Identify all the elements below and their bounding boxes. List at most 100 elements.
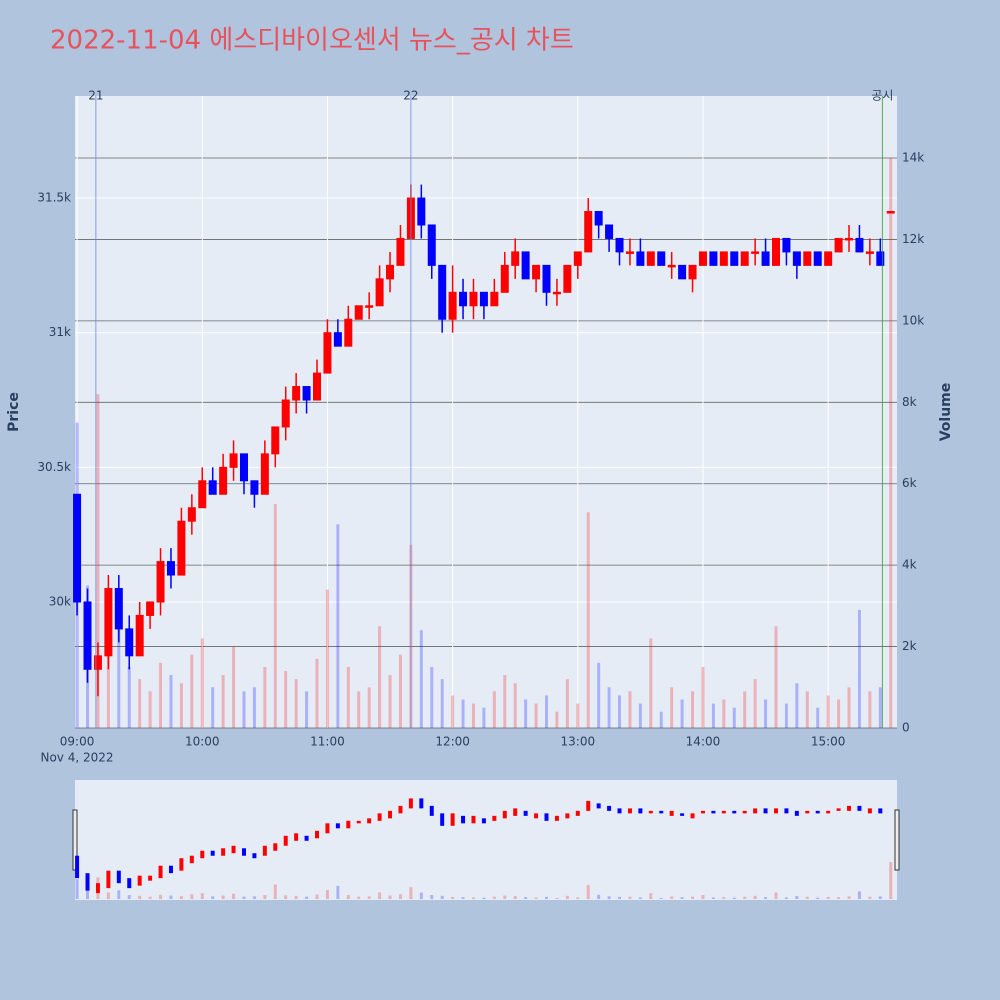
y-tick-label: 31.5k [37, 191, 71, 205]
volume-bar [649, 638, 653, 728]
candle-body [135, 614, 144, 657]
candle-body [532, 264, 541, 280]
volume-bar [857, 609, 861, 728]
volume-bar [106, 626, 110, 728]
candle-body [667, 264, 676, 268]
volume-bar [367, 687, 371, 728]
volume-bar [586, 512, 590, 728]
y2-tick-label: 4k [902, 558, 917, 572]
slider-volume-bar [545, 896, 549, 899]
candle-body [865, 251, 874, 254]
slider-volume-bar [732, 897, 736, 899]
candle-body [876, 251, 885, 266]
slider-volume-bar [555, 897, 559, 899]
volume-bar [868, 691, 872, 728]
volume-bar [159, 662, 163, 728]
candle-body [427, 224, 436, 266]
slider-volume-bar [889, 862, 893, 899]
candle-body [187, 507, 196, 522]
volume-bar [148, 691, 152, 728]
slider-volume-bar [691, 896, 695, 899]
y2-tick-label: 0 [902, 721, 910, 735]
slider-volume-bar [211, 896, 215, 899]
candle-body [459, 291, 468, 307]
plot-area [75, 96, 897, 728]
volume-bar [252, 687, 256, 728]
slider-volume-bar [273, 884, 277, 899]
candle-body [83, 601, 92, 670]
slider-volume-bar [221, 895, 225, 899]
slider-volume-bar [868, 896, 872, 899]
slider-volume-bar [513, 896, 517, 899]
candle-body [511, 251, 520, 266]
slider-volume-bar [336, 885, 340, 899]
slider-volume-bar [638, 897, 642, 899]
candle-body [302, 386, 311, 401]
candle-body [396, 237, 405, 266]
candle-body [177, 520, 186, 576]
slider-volume-bar [263, 895, 267, 899]
candle-body [886, 211, 895, 214]
candle-body [260, 453, 269, 495]
candle-body [93, 655, 102, 670]
volume-bar [743, 691, 747, 728]
candle-body [229, 453, 238, 468]
slider-volume-bar [305, 896, 309, 899]
candle-body [239, 453, 248, 482]
candle-body [803, 251, 812, 266]
volume-bar [878, 687, 882, 728]
candle-body [782, 237, 791, 253]
range-slider[interactable] [75, 780, 897, 900]
slider-volume-bar [784, 897, 788, 899]
candle-body [751, 251, 760, 254]
slider-volume-bar [670, 896, 674, 899]
candle-body [719, 251, 728, 266]
x-date-label: Nov 4, 2022 [40, 751, 113, 765]
y-tick-label: 30k [49, 594, 71, 608]
candle-body [208, 480, 217, 495]
candle-body [313, 372, 322, 401]
candle-body [761, 251, 770, 266]
y2-tick-label: 10k [902, 313, 924, 327]
candle-body [740, 251, 749, 266]
candle-body [698, 251, 707, 266]
volume-bar [440, 679, 444, 728]
x-tick-label: 15:00 [811, 735, 846, 749]
candle-body [166, 561, 175, 576]
slider-volume-bar [357, 896, 361, 899]
slider-volume-bar [179, 896, 183, 899]
candle-body [584, 211, 593, 253]
slider-volume-bar [837, 897, 841, 899]
volume-bar [513, 683, 517, 728]
candle-body [333, 332, 342, 347]
candle-body [125, 628, 134, 657]
slider-handle[interactable] [894, 809, 900, 871]
slider-volume-bar [701, 895, 705, 899]
volume-bar [346, 666, 350, 728]
candle-body [646, 251, 655, 266]
x-tick-label: 13:00 [561, 735, 596, 749]
slider-volume-bar [451, 896, 455, 899]
candle-body [219, 466, 228, 495]
volume-bar [492, 691, 496, 728]
slider-volume-bar [586, 885, 590, 899]
candle-body [615, 237, 624, 253]
volume-bar [179, 683, 183, 728]
volume-bar [576, 703, 580, 728]
candle-body [657, 251, 666, 266]
volume-bar [117, 593, 121, 728]
candle-body [469, 291, 478, 307]
candle-body [792, 251, 801, 266]
slider-volume-bar [398, 894, 402, 899]
slider-volume-bar [847, 896, 851, 899]
candle-body [678, 264, 687, 280]
y-tick-label: 31k [49, 325, 71, 339]
slider-volume-bar [503, 895, 507, 899]
volume-bar [284, 671, 288, 728]
volume-bar [638, 703, 642, 728]
slider-volume-bar [743, 896, 747, 899]
slider-handle[interactable] [72, 809, 78, 871]
candle-body [448, 291, 457, 320]
slider-volume-bar [805, 896, 809, 899]
